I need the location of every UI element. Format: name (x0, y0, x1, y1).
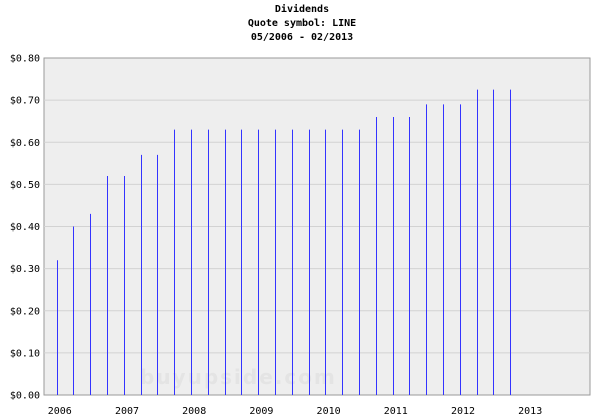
y-tick-label: $0.00 (10, 391, 40, 402)
watermark: buyupside.com (140, 365, 337, 389)
chart-subtitle: Quote symbol: LINE (248, 18, 356, 29)
y-tick-label: $0.30 (10, 264, 40, 275)
x-tick-label: 2011 (384, 406, 408, 417)
x-tick-labels: 2006 2007 2008 2009 2010 2011 2012 2013 (48, 406, 542, 417)
x-tick-label: 2012 (451, 406, 475, 417)
x-tick-label: 2006 (48, 406, 72, 417)
y-tick-label: $0.40 (10, 222, 40, 233)
dividend-bars (57, 89, 511, 395)
chart-title: Dividends (275, 3, 329, 15)
x-tick-label: 2010 (317, 406, 341, 417)
y-tick-labels: $0.00 $0.10 $0.20 $0.30 $0.40 $0.50 $0.60 $0.70… (10, 54, 40, 402)
y-tick-label: $0.10 (10, 348, 40, 359)
y-tick-label: $0.80 (10, 54, 40, 65)
y-tick-label: $0.70 (10, 96, 40, 107)
y-gridlines (44, 99, 590, 354)
chart-date-range: 05/2006 - 02/2013 (251, 32, 353, 43)
y-tick-label: $0.20 (10, 306, 40, 317)
y-tick-label: $0.60 (10, 138, 40, 149)
x-tick-label: 2009 (249, 406, 273, 417)
x-tick-label: 2008 (182, 406, 206, 417)
x-tick-label: 2007 (115, 406, 139, 417)
x-tick-label: 2013 (518, 406, 542, 417)
y-tick-label: $0.50 (10, 180, 40, 191)
